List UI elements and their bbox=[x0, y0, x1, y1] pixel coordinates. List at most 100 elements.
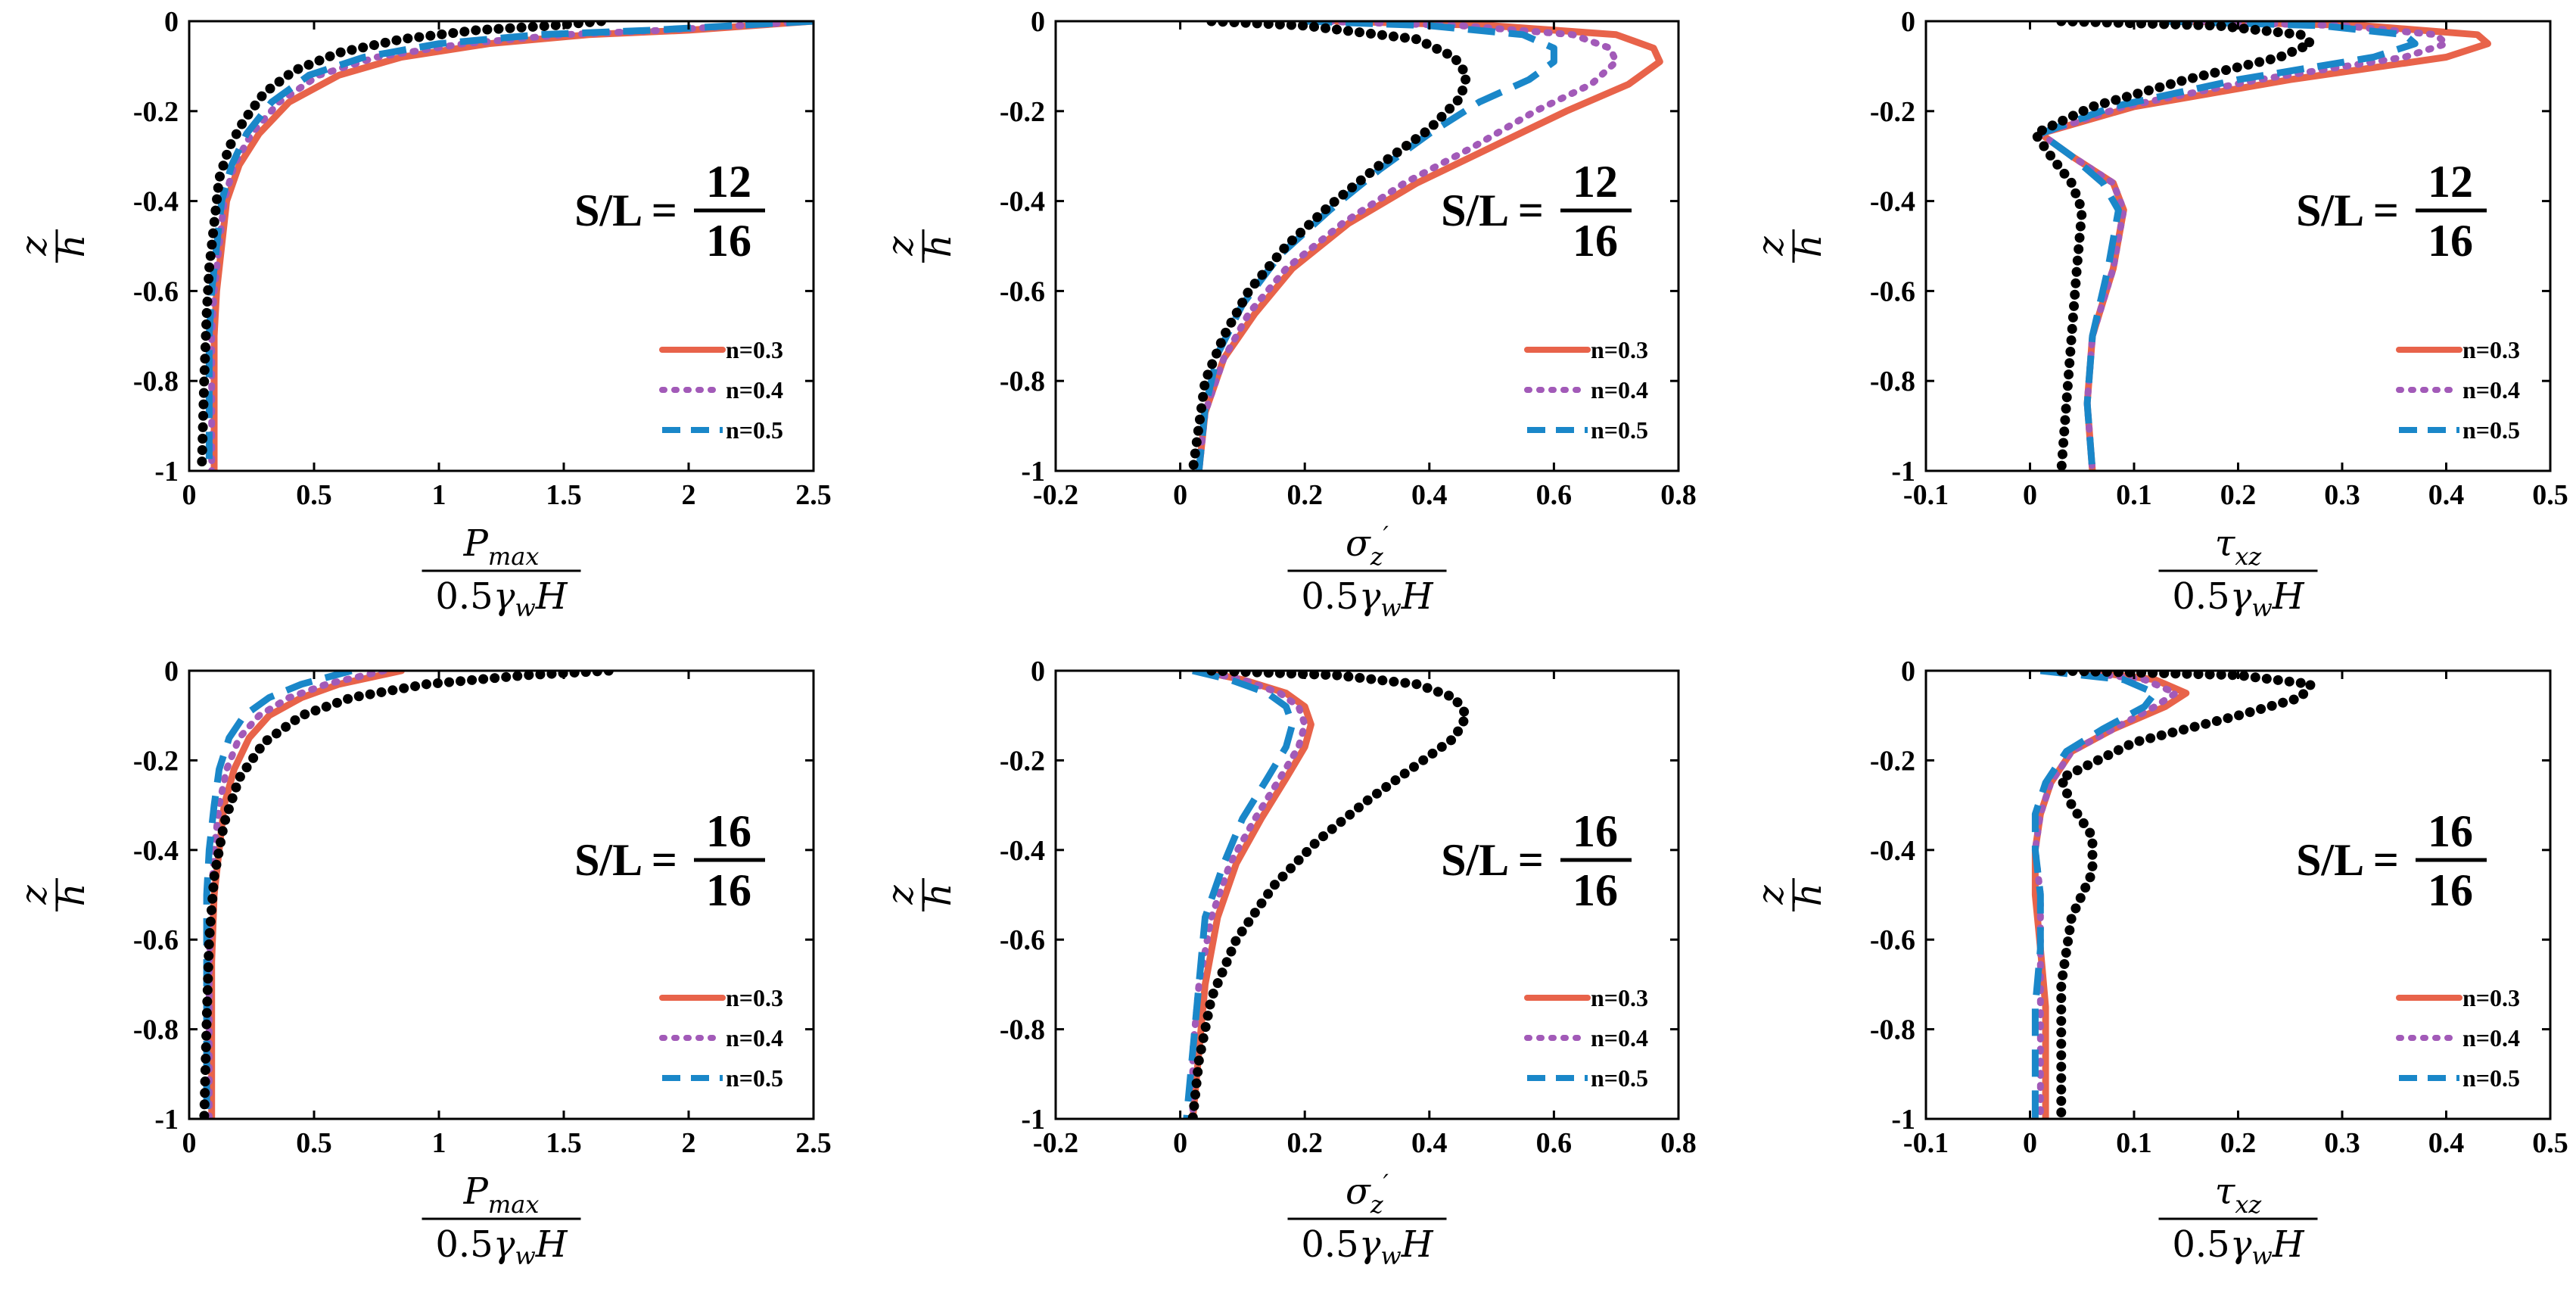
annotation-s-over-l: S/L = 12 16 bbox=[574, 157, 765, 266]
annotation-denominator: 16 bbox=[2428, 216, 2473, 266]
series-n-1_0-line bbox=[2056, 671, 2316, 1119]
y-tick-label: 0 bbox=[1031, 656, 1045, 687]
plot-frame bbox=[1054, 20, 1680, 472]
x-tick-label: 0.2 bbox=[2220, 479, 2257, 511]
x-label-denominator: 0.5γwH bbox=[1301, 575, 1433, 622]
x-label-den-sub: w bbox=[2251, 1242, 2272, 1270]
y-label-denominator: h bbox=[917, 235, 960, 258]
annotation-prefix: S/L = bbox=[574, 185, 677, 235]
series-n-0_3-line bbox=[2036, 21, 2491, 471]
x-tick-label: -0.2 bbox=[1033, 479, 1078, 511]
series-n-0_4-line bbox=[2031, 671, 2179, 1119]
panel-bottom-left: 0 0.5 1 1.5 2 2.50-0.2-0.4-0.6-0.8-1zhPmax0.5… bbox=[13, 656, 832, 1270]
series-n-0_5-line bbox=[1195, 21, 1557, 471]
y-tick-label: -0.2 bbox=[1870, 745, 1915, 777]
x-label-symbol: P bbox=[463, 1170, 489, 1213]
y-tick-label: -0.2 bbox=[1870, 96, 1915, 128]
x-tick-label: 0.5 bbox=[2532, 479, 2568, 511]
x-tick-label: 0.4 bbox=[1411, 479, 1448, 511]
plot-frame bbox=[188, 20, 815, 472]
x-tick-label: 0.8 bbox=[1660, 1127, 1697, 1159]
x-label-denominator: 0.5γwH bbox=[435, 575, 568, 622]
legend-label: n=0.3 bbox=[2462, 336, 2520, 363]
y-tick-label: 0 bbox=[164, 656, 179, 687]
x-label-den-tail: H bbox=[1401, 1223, 1434, 1266]
x-label-numerator: Pmax bbox=[463, 522, 540, 571]
annotation-s-over-l: S/L = 12 16 bbox=[1441, 157, 1632, 266]
curves bbox=[199, 671, 614, 1119]
x-label-numerator: τxz bbox=[2215, 522, 2263, 571]
x-label-denominator: 0.5γwH bbox=[2172, 1223, 2304, 1270]
y-axis-label: zh bbox=[1750, 878, 1830, 911]
legend-label: n=0.3 bbox=[1591, 984, 1648, 1011]
y-label-denominator: h bbox=[51, 235, 93, 258]
legend-label: n=0.5 bbox=[2462, 416, 2520, 444]
annotation-numerator: 12 bbox=[706, 157, 751, 207]
y-tick-label: -0.4 bbox=[133, 835, 179, 867]
x-label-prime: ′ bbox=[1383, 1169, 1389, 1198]
y-label-denominator: h bbox=[51, 883, 93, 907]
series-n-0_4-line bbox=[208, 21, 814, 471]
plot-frame bbox=[188, 669, 815, 1120]
x-tick-label: 2.5 bbox=[795, 1127, 832, 1159]
y-label-numerator: z bbox=[13, 236, 55, 257]
x-label-den-sub: w bbox=[1380, 594, 1401, 622]
y-tick-label: -0.8 bbox=[133, 1014, 179, 1046]
x-tick-label: -0.1 bbox=[1903, 1127, 1949, 1159]
legend-label: n=0.3 bbox=[1591, 336, 1648, 363]
x-tick-label: 0.1 bbox=[2116, 479, 2152, 511]
y-tick-label: -1 bbox=[1891, 1104, 1915, 1136]
x-label-den-lead: 0.5 bbox=[2172, 1223, 2229, 1266]
x-tick-label: 1 bbox=[432, 479, 446, 511]
plot-frame bbox=[1054, 669, 1680, 1120]
x-tick-label: 0 bbox=[1173, 1127, 1187, 1159]
series-n-1_0-line bbox=[2030, 21, 2316, 471]
y-axis-label: zh bbox=[1750, 229, 1830, 263]
y-tick-label: -0.6 bbox=[133, 276, 179, 307]
y-tick-label: -0.2 bbox=[1000, 96, 1045, 128]
x-label-den-tail: H bbox=[535, 575, 568, 618]
x-label-den-tail: H bbox=[535, 1223, 568, 1266]
y-tick-label: -0.8 bbox=[1870, 366, 1915, 397]
x-label-den-tail: H bbox=[2272, 1223, 2305, 1266]
y-tick-label: -0.6 bbox=[1000, 276, 1045, 307]
x-tick-label: 2 bbox=[682, 1127, 696, 1159]
y-tick-label: -1 bbox=[1021, 1104, 1045, 1136]
legend-label: n=0.5 bbox=[726, 1064, 783, 1092]
legend-label: n=0.5 bbox=[1591, 416, 1648, 444]
x-label-den-sub: w bbox=[515, 594, 535, 622]
legend-label: n=0.5 bbox=[2462, 1064, 2520, 1092]
y-tick-label: -0.4 bbox=[1000, 186, 1045, 218]
x-label-symbol: P bbox=[463, 522, 489, 565]
legend: n=0.3 n=0.4 n=0.5 bbox=[659, 336, 783, 444]
y-tick-label: 0 bbox=[1901, 6, 1915, 38]
y-axis-label: zh bbox=[13, 878, 93, 911]
curves bbox=[1187, 21, 1663, 471]
curves bbox=[2030, 21, 2491, 471]
series-n-1_0-line bbox=[199, 671, 614, 1119]
series-n-0_4-line bbox=[1189, 671, 1308, 1119]
y-tick-label: -0.6 bbox=[1870, 276, 1915, 307]
annotation-numerator: 12 bbox=[1573, 157, 1618, 207]
panel-bottom-middle: -0.2 0 0.2 0.4 0.6 0.80-0.2-0.4-0.6-0.8-1zhσz… bbox=[879, 656, 1697, 1270]
x-tick-label: 0 bbox=[182, 479, 197, 511]
legend-label: n=0.4 bbox=[1591, 376, 1648, 403]
legend-label: n=0.4 bbox=[726, 376, 783, 403]
x-tick-label: -0.2 bbox=[1033, 1127, 1078, 1159]
x-label-numerator: τxz bbox=[2215, 1170, 2263, 1219]
legend-label: n=0.4 bbox=[726, 1024, 783, 1052]
x-label-numerator: Pmax bbox=[463, 1170, 540, 1219]
y-tick-label: -0.2 bbox=[1000, 745, 1045, 777]
x-axis-label: σz′0.5γwH bbox=[1287, 521, 1447, 622]
x-label-den-sub: w bbox=[2251, 594, 2272, 622]
x-label-numerator: σz′ bbox=[1346, 1169, 1389, 1219]
x-tick-label: 0.1 bbox=[2116, 1127, 2152, 1159]
annotation-prefix: S/L = bbox=[2296, 185, 2399, 235]
x-tick-label: 0.6 bbox=[1536, 1127, 1573, 1159]
legend-label: n=0.4 bbox=[2462, 1024, 2520, 1052]
x-label-den-lead: 0.5 bbox=[1301, 1223, 1358, 1266]
annotation-numerator: 16 bbox=[706, 806, 751, 856]
